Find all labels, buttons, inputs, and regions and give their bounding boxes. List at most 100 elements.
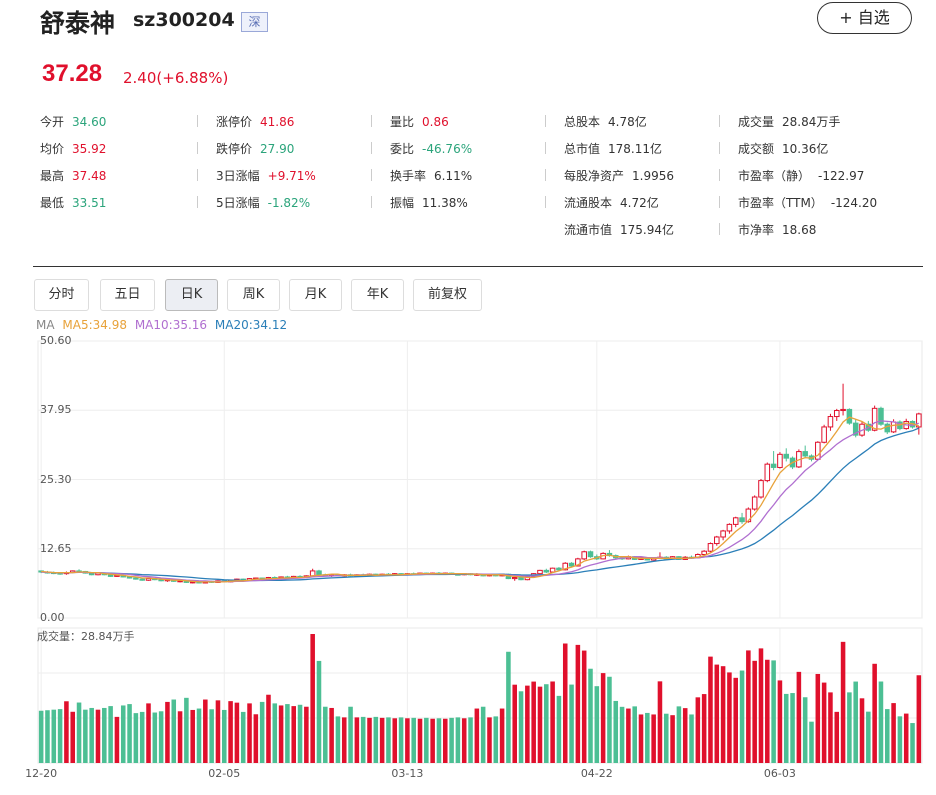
x-tick-label: 02-05 [208,767,241,780]
candle-body [777,453,783,468]
quote-label: 振幅 [390,196,415,210]
tab-3[interactable]: 周K [227,279,280,311]
candle-body [511,576,518,580]
candle-body [783,453,790,459]
y-tick-label: 12.65 [40,541,72,555]
volume-bar [146,703,151,763]
volume-bar [228,701,233,763]
volume-bar [158,711,164,763]
candle-body [316,570,322,576]
ma20-line [41,427,920,582]
quote-item: 总市值 178.11亿 [564,140,662,157]
quote-value: 34.60 [72,115,107,129]
volume-bar [525,685,530,763]
volume-bar [626,708,631,763]
quote-item: 3日涨幅 +9.71% [216,167,316,184]
candle-body [549,567,556,573]
volume-bar [272,703,278,763]
tab-2[interactable]: 日K [165,279,218,311]
volume-bar [676,706,682,763]
quote-label: 量比 [390,115,415,129]
volume-bar [455,717,461,763]
tab-5[interactable]: 年K [351,279,404,311]
volume-bar [341,717,347,763]
volume-bar [897,716,903,763]
volume-bar [809,721,814,763]
candle-body [884,423,891,433]
tab-6[interactable]: 前复权 [413,279,482,311]
candle-body [890,421,897,433]
volume-bar [594,686,600,763]
volume-bar [247,703,252,763]
add-watchlist-button[interactable]: + 自选 [817,2,912,34]
price-change: 2.40(+6.88%) [123,69,229,87]
volume-bar [752,660,757,763]
tab-4[interactable]: 月K [289,279,342,311]
candle-body [562,562,569,571]
volume-bar [607,676,612,763]
quote-item: 市盈率（TTM） -124.20 [738,194,877,211]
quote-value: 178.11亿 [608,142,663,156]
quote-value: 4.72亿 [620,196,659,210]
volume-bar [95,709,101,763]
quote-item: 市盈率（静） -122.97 [738,167,864,184]
quote-value: -46.76% [422,142,473,156]
volume-bar [714,664,720,763]
quote-separator [545,142,546,154]
candle-body [518,576,524,581]
volume-bar [689,714,694,763]
volume-bar [493,716,499,763]
quote-separator [371,196,372,208]
volume-bar [442,718,448,763]
quote-item: 市净率 18.68 [738,221,816,238]
volume-bar [802,697,808,763]
quote-separator [545,115,546,127]
volume-bar [234,702,240,763]
quote-label: 委比 [390,142,415,156]
quote-item: 5日涨幅 -1.82% [216,194,310,211]
volume-bar [663,713,669,763]
quote-item: 今开 34.60 [40,113,106,130]
volume-bar [449,717,454,763]
quote-value: 27.90 [260,142,295,156]
volume-bar [266,694,271,763]
quote-value: 10.36亿 [782,142,829,156]
ma10-line [41,420,920,583]
volume-bar [487,717,492,763]
quote-item: 流通市值 175.94亿 [564,221,674,238]
tab-1[interactable]: 五日 [100,279,155,311]
stock-name: 舒泰神 [40,9,116,38]
volume-bar [392,718,398,763]
volume-bar [367,717,372,763]
quote-label: 今开 [40,115,65,129]
candle-body [758,480,764,498]
volume-bar [480,706,486,763]
volume-bar [215,700,221,763]
volume-bar [512,684,518,763]
quote-separator [197,142,198,154]
quote-value: 18.68 [782,223,817,237]
volume-bar [70,711,76,763]
volume-bar [701,694,707,763]
volume-bar [758,648,764,763]
quote-label: 成交额 [738,142,775,156]
volume-bar [373,716,379,763]
volume-bar [670,715,675,763]
volume-bar [878,681,884,763]
candle-body [833,410,840,418]
volume-bar [102,707,107,763]
volume-bar [834,711,840,763]
quote-value: -122.97 [818,169,865,183]
quote-label: 流通股本 [564,196,613,210]
y-tick-label: 25.30 [40,472,72,486]
quote-value: 175.94亿 [620,223,675,237]
volume-bar [379,717,385,763]
volume-bar [468,717,473,763]
tab-0[interactable]: 分时 [34,279,89,311]
quote-value: 0.86 [422,115,449,129]
volume-bar [645,712,650,763]
candle-body [587,551,594,558]
volume-bar [430,718,435,763]
volume-bar [499,708,505,763]
